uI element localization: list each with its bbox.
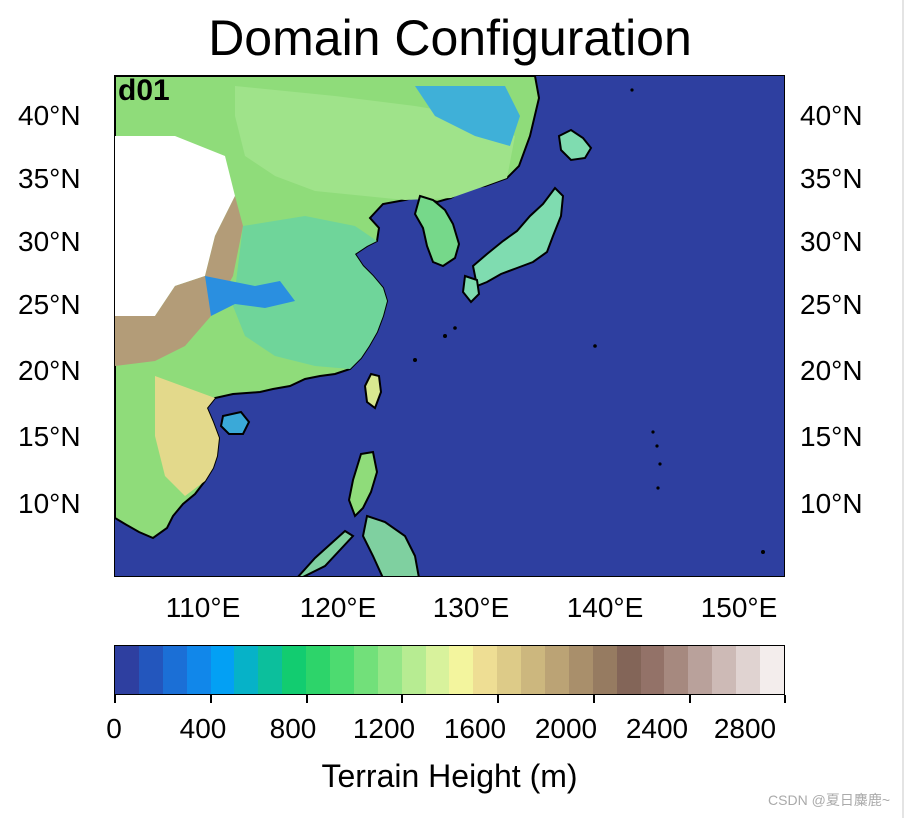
colorbar-segment [449, 646, 474, 694]
colorbar-label: Terrain Height (m) [321, 758, 578, 794]
lat-label-left: 20°N [18, 355, 81, 386]
lat-label-left: 30°N [18, 226, 81, 257]
colorbar-segment [138, 646, 163, 694]
lat-label-right: 20°N [800, 355, 863, 386]
page-title: Domain Configuration [208, 10, 692, 66]
colorbar-segment [210, 646, 235, 694]
colorbar-tickmark [210, 695, 212, 703]
taiwan [363, 372, 383, 410]
island [630, 88, 634, 92]
map-panel [114, 75, 785, 577]
terrain-plateau-edge [115, 196, 243, 366]
terrain-se [155, 376, 219, 496]
lat-label-right: 25°N [800, 289, 863, 320]
island [413, 358, 417, 362]
colorbar-segment [664, 646, 689, 694]
colorbar-segment [162, 646, 187, 694]
colorbar-segment [616, 646, 641, 694]
terrain-map [115, 76, 765, 576]
japan-hokkaido [557, 128, 593, 162]
colorbar-tickmark [784, 695, 786, 703]
colorbar-tickmark [114, 695, 116, 703]
colorbar-tick-label: 2800 [713, 713, 777, 744]
colorbar [114, 645, 785, 695]
colorbar-tick-label: 800 [269, 713, 317, 744]
terrain-mid [233, 216, 387, 369]
colorbar-segment [115, 646, 139, 694]
japan-kyushu [461, 274, 481, 304]
colorbar-tickmark [306, 695, 308, 703]
hainan [219, 410, 251, 435]
colorbar-tick-label: 2400 [625, 713, 689, 744]
lat-label-right: 35°N [800, 163, 863, 194]
colorbar-tickmark [401, 695, 403, 703]
domain-label: d01 [118, 74, 170, 107]
philippines-luzon [347, 450, 379, 518]
colorbar-segment [425, 646, 450, 694]
lon-label: 130°E [432, 592, 510, 623]
terrain-lowland [205, 276, 295, 316]
island [443, 334, 447, 338]
colorbar-segment [760, 646, 784, 694]
lat-label-left: 10°N [18, 488, 81, 519]
colorbar-tickmark [593, 695, 595, 703]
philippines-south [361, 514, 420, 576]
watermark: CSDN @夏日麋鹿~ [768, 792, 890, 808]
island [656, 486, 660, 490]
colorbar-segment [377, 646, 402, 694]
lat-label-left: 35°N [18, 163, 81, 194]
colorbar-segment [282, 646, 307, 694]
island [658, 462, 662, 466]
terrain-high [115, 136, 235, 326]
colorbar-segment [353, 646, 378, 694]
colorbar-segment [592, 646, 617, 694]
colorbar-tick-label: 0 [106, 713, 122, 744]
colorbar-tick-label: 1200 [352, 713, 416, 744]
lon-label: 150°E [700, 592, 778, 623]
colorbar-segment [473, 646, 498, 694]
colorbar-segment [306, 646, 331, 694]
colorbar-tickmark [497, 695, 499, 703]
korea [413, 194, 461, 268]
lon-label: 140°E [566, 592, 644, 623]
colorbar-segment [712, 646, 737, 694]
island [593, 344, 597, 348]
colorbar-segment [497, 646, 522, 694]
colorbar-tick-label: 1600 [443, 713, 507, 744]
island [651, 430, 655, 434]
philippines-palawan [297, 529, 355, 576]
lat-label-right: 30°N [800, 226, 863, 257]
colorbar-tickmark [689, 695, 691, 703]
lon-label: 110°E [165, 592, 241, 623]
colorbar-segment [234, 646, 259, 694]
lat-label-right: 15°N [800, 421, 863, 452]
lon-label: 120°E [299, 592, 377, 623]
colorbar-segment [330, 646, 354, 694]
japan-honshu [471, 186, 565, 288]
island [761, 550, 765, 554]
lat-label-right: 10°N [800, 488, 863, 519]
colorbar-segment [568, 646, 593, 694]
colorbar-segment [640, 646, 665, 694]
colorbar-segment [545, 646, 569, 694]
colorbar-segment [186, 646, 211, 694]
terrain-northeast [415, 86, 520, 146]
lat-label-left: 15°N [18, 421, 81, 452]
lat-label-left: 25°N [18, 289, 81, 320]
page-edge [902, 0, 904, 818]
colorbar-segment [688, 646, 713, 694]
lat-label-left: 40°N [18, 100, 81, 131]
colorbar-segment [736, 646, 761, 694]
colorbar-segment [258, 646, 283, 694]
colorbar-segment [521, 646, 546, 694]
island [453, 326, 457, 330]
colorbar-tick-label: 2000 [534, 713, 598, 744]
lat-label-right: 40°N [800, 100, 863, 131]
island [655, 444, 659, 448]
colorbar-tick-label: 400 [179, 713, 227, 744]
colorbar-segment [401, 646, 426, 694]
